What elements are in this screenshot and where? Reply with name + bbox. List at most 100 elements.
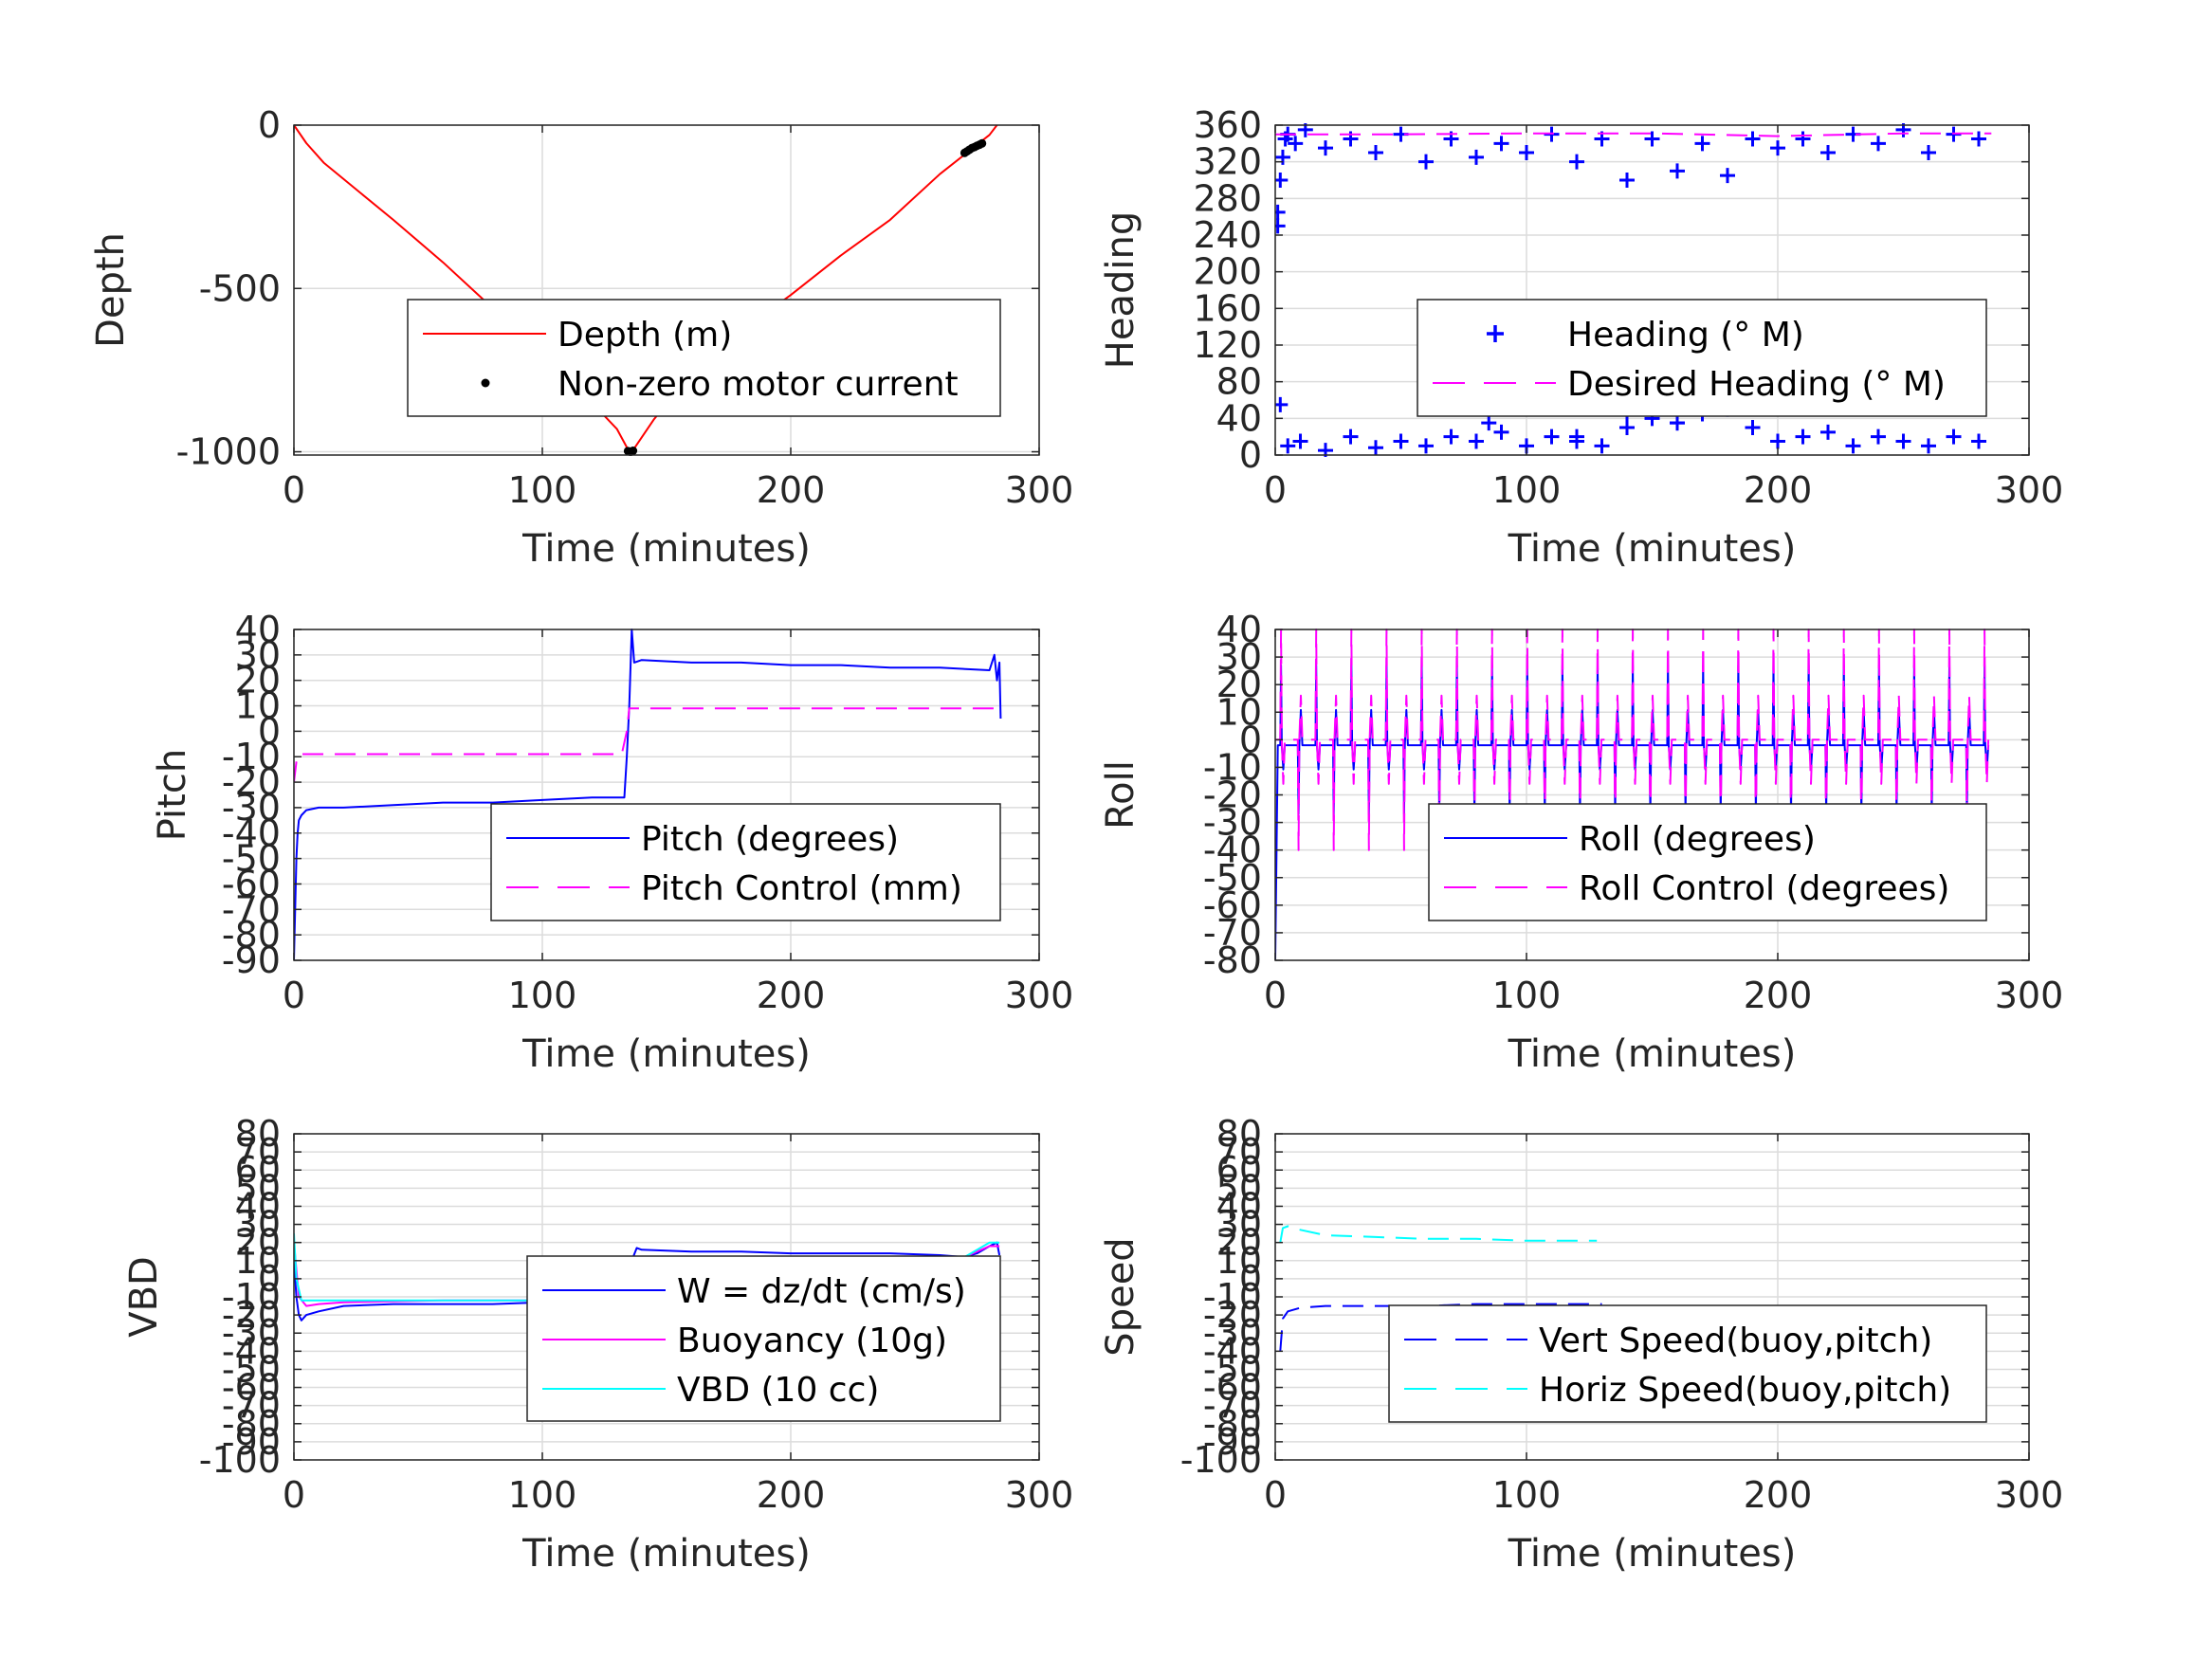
y-tick-label: -20 [1203, 1294, 1262, 1336]
data-point-plus [1343, 428, 1359, 445]
chart-1: 0 100 200 300 0 -500 -1000 Time (minutes) Depth D… [89, 104, 1073, 571]
y-tick-label: 80 [1216, 1113, 1262, 1155]
y-tick-label: 0 [1239, 434, 1262, 476]
legend-swatch [481, 378, 490, 388]
x-tick-label: 100 [508, 469, 577, 511]
y-axis-label: Heading [1099, 211, 1143, 369]
y-tick-label: 0 [1239, 1258, 1262, 1300]
y-tick-label: -10 [1203, 1276, 1262, 1318]
legend-box [1388, 1304, 1987, 1423]
legend-label: Horiz Speed(buoy,pitch) [1539, 1371, 1951, 1410]
y-tick-label: 80 [235, 1113, 281, 1155]
x-tick-label: 300 [1005, 975, 1074, 1016]
y-tick-label: -40 [222, 812, 281, 854]
series-line [1275, 629, 1990, 851]
data-point-plus [1619, 420, 1635, 435]
y-tick-label: -20 [1203, 775, 1262, 816]
data-point-plus [1275, 173, 1289, 188]
data-point-plus [1275, 396, 1289, 412]
data-point-plus [1443, 428, 1459, 445]
data-point-plus [1393, 433, 1409, 449]
legend-box [407, 299, 1001, 417]
x-tick-label: 200 [1744, 1474, 1813, 1516]
data-point-plus [1519, 145, 1534, 160]
x-tick-label: 200 [757, 975, 826, 1016]
data-point-plus [1544, 428, 1560, 445]
y-tick-label: 20 [1216, 664, 1262, 705]
data-point-plus [1280, 438, 1296, 454]
legend-box [490, 803, 1001, 921]
data-point-plus [1670, 415, 1685, 431]
legend: Depth (m) Non-zero motor current [407, 299, 1001, 417]
legend-label: Pitch (degrees) [641, 820, 899, 859]
y-tick-label: 60 [1216, 1149, 1262, 1191]
legend-label: Vert Speed(buoy,pitch) [1539, 1322, 1932, 1360]
y-tick-label: 20 [235, 1222, 281, 1264]
y-axis-label: VBD [122, 1256, 166, 1338]
series-group [1275, 123, 1992, 457]
y-tick-label: -30 [1203, 1312, 1262, 1354]
y-tick-label: 160 [1193, 287, 1262, 329]
data-point-plus [1670, 163, 1685, 179]
legend-label: Buoyancy (10g) [677, 1322, 947, 1360]
chart-2: 0 100 200 30004080120160200240280320360Time… [1099, 104, 2063, 571]
y-tick-label: -70 [222, 888, 281, 930]
y-tick-label: 0 [258, 1258, 281, 1300]
data-point-plus [1594, 438, 1610, 454]
x-tick-label: 0 [1264, 975, 1287, 1016]
legend-label: Non-zero motor current [558, 365, 959, 404]
y-tick-label: -60 [1203, 884, 1262, 926]
data-point-plus [1318, 140, 1333, 156]
legend-label: Depth (m) [558, 316, 732, 355]
y-tick-label: -30 [222, 1312, 281, 1354]
y-tick-label: 30 [235, 1204, 281, 1246]
y-tick-label: 70 [1216, 1131, 1262, 1173]
y-tick-label: 40 [1216, 1185, 1262, 1227]
y-tick-label: 200 [1193, 251, 1262, 293]
y-tick-label: -50 [1203, 857, 1262, 899]
data-point-plus [1619, 173, 1635, 188]
data-point-plus [1871, 428, 1886, 445]
y-tick-label: -10 [222, 736, 281, 777]
series-group [294, 629, 1002, 961]
y-axis-label: Speed [1099, 1237, 1143, 1356]
legend: Pitch (degrees) Pitch Control (mm) [490, 803, 1001, 921]
y-tick-label: -70 [1203, 912, 1262, 954]
x-tick-label: 100 [508, 975, 577, 1016]
x-tick-label: 100 [508, 1474, 577, 1516]
data-point-plus [1288, 136, 1304, 152]
y-tick-label: -70 [1203, 1385, 1262, 1427]
axes-box [293, 629, 1040, 961]
x-tick-label: 100 [1492, 469, 1562, 511]
data-point-plus [1569, 154, 1584, 170]
x-tick-label: 300 [1995, 469, 2064, 511]
y-tick-label: -30 [1203, 802, 1262, 844]
y-tick-label: 0 [1239, 719, 1262, 760]
data-point-plus [1820, 145, 1836, 160]
y-tick-label: 50 [1216, 1167, 1262, 1209]
data-point-plus [1770, 140, 1785, 156]
x-axis-label: Time (minutes) [521, 527, 811, 571]
y-tick-label: 20 [1216, 1222, 1262, 1264]
chart-3: 0 100 200 300403020100-10-20-30-40-50-60-70… [151, 609, 1073, 1076]
x-tick-label: 0 [283, 1474, 305, 1516]
y-tick-label: 20 [235, 660, 281, 702]
y-axis-label: Depth [89, 232, 133, 348]
data-point [978, 138, 987, 148]
y-tick-label: 360 [1193, 104, 1262, 146]
series-line [294, 707, 1000, 783]
y-tick-label: -90 [222, 1421, 281, 1463]
legend-box [1428, 803, 1987, 921]
y-tick-label: 10 [1216, 1240, 1262, 1282]
legend-swatch [1487, 325, 1504, 342]
y-tick-label: 30 [1216, 1204, 1262, 1246]
y-tick-label: 70 [235, 1131, 281, 1173]
data-point-plus [1946, 428, 1962, 445]
data-point-plus [1971, 433, 1986, 449]
y-tick-label: -40 [1203, 830, 1262, 871]
y-tick-label: 0 [258, 710, 281, 752]
data-point-plus [1820, 424, 1836, 440]
y-tick-label: -1000 [176, 431, 281, 473]
legend: Heading (° M) Desired Heading (° M) [1417, 299, 1987, 417]
y-tick-label: -90 [1203, 1421, 1262, 1463]
